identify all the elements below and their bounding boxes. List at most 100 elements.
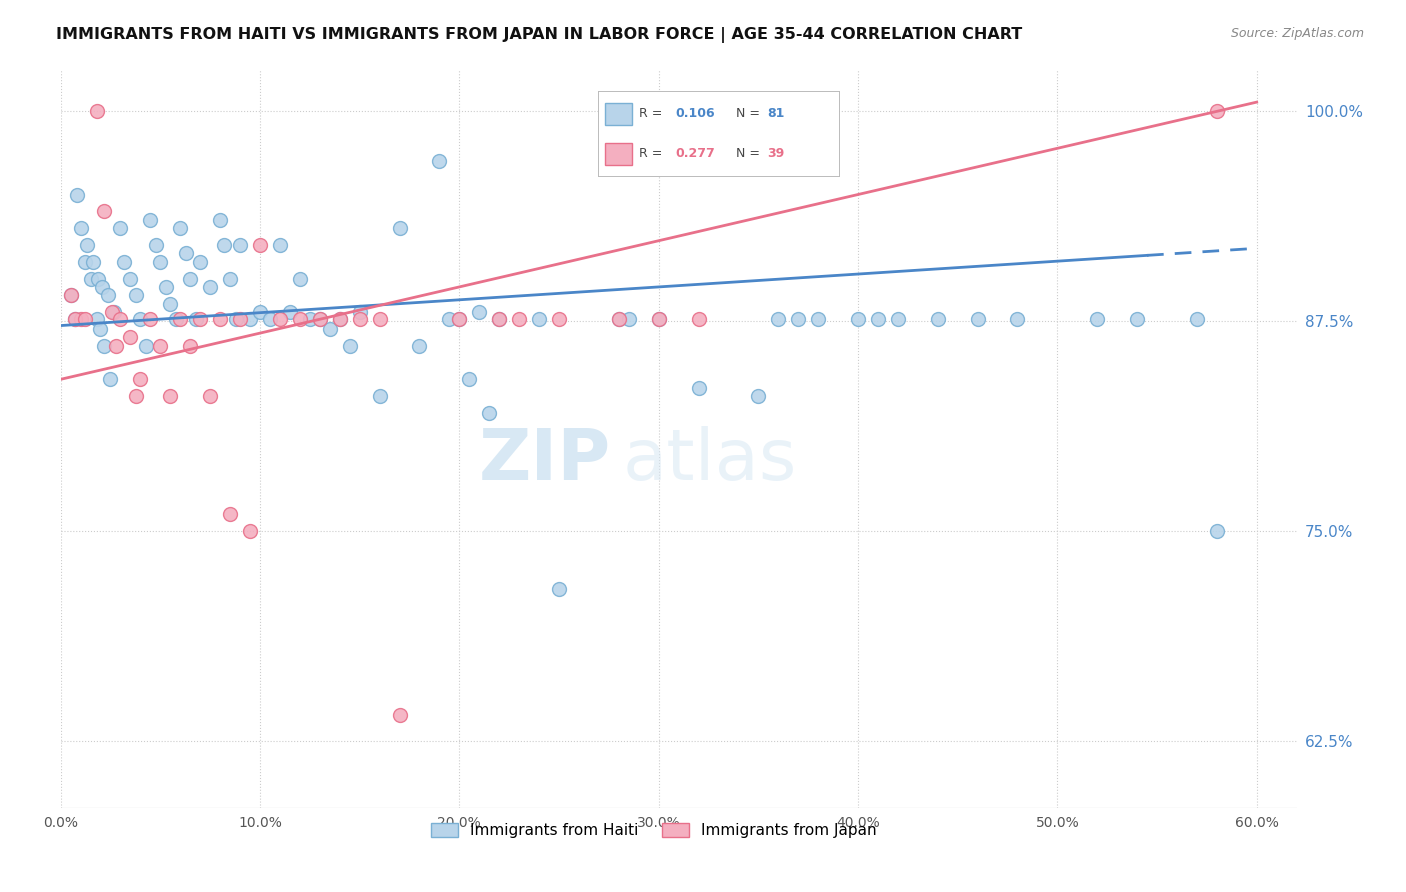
- Point: [1007, 311, 1029, 326]
- Point: [278, 305, 301, 319]
- Point: [488, 311, 510, 326]
- Point: [73, 311, 96, 326]
- Point: [966, 311, 988, 326]
- Point: [527, 311, 550, 326]
- Point: [145, 238, 167, 252]
- Point: [225, 311, 247, 326]
- Point: [120, 330, 142, 344]
- Point: [86, 311, 108, 326]
- Point: [449, 311, 471, 326]
- Point: [65, 187, 87, 202]
- Point: [91, 280, 114, 294]
- Point: [63, 311, 86, 326]
- Point: [103, 305, 125, 319]
- Legend: Immigrants from Haiti, Immigrants from Japan: Immigrants from Haiti, Immigrants from J…: [425, 817, 883, 845]
- Point: [688, 381, 710, 395]
- Text: Source: ZipAtlas.com: Source: ZipAtlas.com: [1230, 27, 1364, 40]
- Point: [229, 311, 252, 326]
- Point: [329, 311, 352, 326]
- Point: [110, 311, 132, 326]
- Point: [188, 311, 211, 326]
- Point: [408, 339, 430, 353]
- Point: [135, 339, 157, 353]
- Point: [209, 311, 232, 326]
- Point: [288, 311, 311, 326]
- Point: [69, 221, 91, 235]
- Point: [308, 311, 330, 326]
- Point: [548, 582, 571, 597]
- Point: [165, 311, 187, 326]
- Point: [86, 103, 108, 118]
- Point: [110, 221, 132, 235]
- Point: [468, 305, 491, 319]
- Point: [212, 238, 235, 252]
- Point: [69, 311, 91, 326]
- Point: [1085, 311, 1108, 326]
- Point: [249, 238, 271, 252]
- Point: [219, 507, 242, 521]
- Point: [239, 311, 262, 326]
- Point: [478, 406, 501, 420]
- Point: [93, 204, 115, 219]
- Point: [607, 311, 630, 326]
- Point: [288, 271, 311, 285]
- Point: [866, 311, 889, 326]
- Point: [89, 322, 111, 336]
- Point: [73, 254, 96, 268]
- Point: [125, 389, 148, 403]
- Point: [1205, 524, 1227, 538]
- Point: [82, 254, 104, 268]
- Point: [647, 311, 669, 326]
- Point: [807, 311, 830, 326]
- Point: [439, 311, 461, 326]
- Point: [179, 271, 201, 285]
- Point: [188, 254, 211, 268]
- Point: [458, 372, 481, 386]
- Point: [887, 311, 910, 326]
- Point: [149, 254, 172, 268]
- Point: [139, 212, 162, 227]
- Point: [747, 389, 769, 403]
- Point: [139, 311, 162, 326]
- Point: [120, 271, 142, 285]
- Point: [298, 311, 321, 326]
- Point: [427, 153, 450, 168]
- Text: ZIP: ZIP: [478, 425, 610, 495]
- Point: [927, 311, 949, 326]
- Point: [198, 280, 221, 294]
- Point: [768, 311, 790, 326]
- Point: [129, 372, 152, 386]
- Point: [308, 311, 330, 326]
- Point: [59, 288, 82, 302]
- Point: [1126, 311, 1149, 326]
- Point: [100, 372, 122, 386]
- Point: [488, 311, 510, 326]
- Point: [101, 305, 124, 319]
- Point: [607, 311, 630, 326]
- Point: [269, 238, 291, 252]
- Point: [548, 311, 571, 326]
- Point: [79, 271, 101, 285]
- Point: [329, 311, 352, 326]
- Point: [259, 311, 281, 326]
- Point: [508, 311, 530, 326]
- Point: [219, 271, 242, 285]
- Point: [249, 305, 271, 319]
- Point: [59, 288, 82, 302]
- Point: [129, 311, 152, 326]
- Point: [149, 339, 172, 353]
- Point: [97, 288, 120, 302]
- Point: [647, 311, 669, 326]
- Point: [368, 389, 391, 403]
- Point: [209, 212, 232, 227]
- Point: [339, 339, 361, 353]
- Point: [349, 311, 371, 326]
- Point: [155, 280, 177, 294]
- Point: [87, 271, 110, 285]
- Point: [846, 311, 869, 326]
- Text: IMMIGRANTS FROM HAITI VS IMMIGRANTS FROM JAPAN IN LABOR FORCE | AGE 35-44 CORREL: IMMIGRANTS FROM HAITI VS IMMIGRANTS FROM…: [56, 27, 1022, 43]
- Point: [239, 524, 262, 538]
- Point: [349, 305, 371, 319]
- Point: [319, 322, 342, 336]
- Point: [169, 221, 191, 235]
